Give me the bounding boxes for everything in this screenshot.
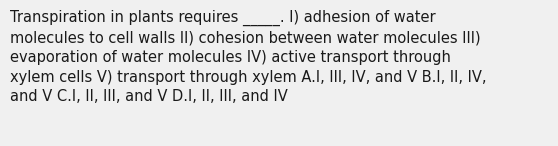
- Text: Transpiration in plants requires _____. I) adhesion of water
molecules to cell w: Transpiration in plants requires _____. …: [10, 10, 487, 104]
